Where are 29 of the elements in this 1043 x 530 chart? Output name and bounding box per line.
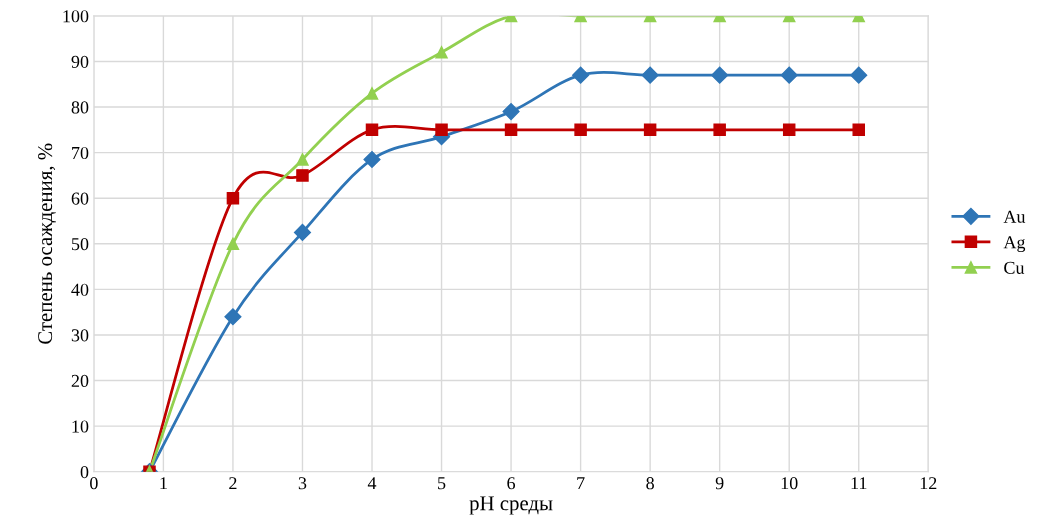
x-tick-label: 5 — [438, 477, 446, 490]
x-tick-label: 6 — [507, 477, 516, 490]
y-tick-label: 20 — [71, 374, 89, 387]
y-axis-title: Степень осаждения, % — [38, 143, 56, 344]
y-tick-label: 10 — [72, 420, 89, 433]
x-tick-label: 12 — [920, 477, 937, 490]
x-tick-label: 9 — [715, 477, 724, 490]
x-tick-label: 2 — [229, 477, 237, 490]
y-tick-label: 70 — [72, 146, 89, 160]
x-tick-label: 7 — [577, 477, 585, 490]
legend-label: Ag — [1003, 236, 1026, 253]
x-tick-label: 8 — [646, 477, 654, 490]
y-tick-label: 0 — [80, 465, 89, 479]
y-tick-label: 80 — [71, 101, 89, 114]
y-tick-label: 90 — [71, 55, 89, 68]
y-tick-label: 100 — [63, 10, 89, 23]
y-tick-label: 60 — [71, 192, 89, 205]
y-tick-label: 50 — [72, 238, 89, 251]
x-tick-label: 3 — [298, 477, 307, 490]
x-tick-label: 11 — [851, 477, 867, 490]
legend-label: Cu — [1004, 261, 1025, 274]
x-tick-label: 0 — [90, 477, 98, 490]
y-tick-label: 40 — [71, 283, 89, 296]
x-axis-title: pH среды — [469, 496, 553, 515]
legend-label: Au — [1003, 210, 1026, 223]
x-tick-label: 1 — [160, 477, 167, 490]
x-tick-label: 10 — [781, 477, 798, 490]
x-tick-label: 4 — [367, 477, 377, 490]
y-tick-label: 30 — [71, 329, 89, 342]
